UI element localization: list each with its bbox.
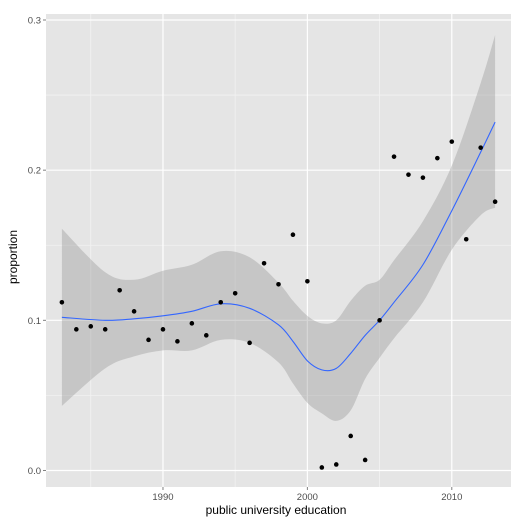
data-point [74,327,79,332]
x-tick-label: 1990 [152,492,173,503]
data-point [478,145,483,150]
data-point [492,199,498,204]
major-gridlines [46,14,511,487]
data-point [420,175,426,180]
x-axis-ticks: 1990 2000 2010 [152,487,462,503]
data-point [319,465,325,470]
data-point [218,300,224,305]
y-tick-label: 0.2 [28,166,41,177]
data-point [391,154,397,159]
data-point [59,300,65,305]
data-point [203,333,209,338]
y-tick-label: 0.3 [28,16,41,27]
data-points [59,139,498,470]
y-axis-title: proportion [6,230,20,284]
data-point [247,340,252,346]
data-point [131,309,137,314]
data-point [348,433,354,439]
data-point [276,281,281,287]
data-point [88,324,94,329]
data-point [406,172,411,177]
data-point [232,290,238,296]
plot-panel [46,14,511,487]
data-point [146,337,151,343]
data-point [449,139,455,144]
data-point [362,457,368,463]
data-point [305,278,310,284]
data-point [435,155,440,161]
data-point [175,339,180,344]
y-tick-label: 0.0 [28,466,41,477]
x-tick-label: 2000 [297,492,318,503]
confidence-band [61,35,496,421]
data-point [463,236,469,242]
data-point [102,327,108,332]
data-point [117,287,122,293]
data-point [160,327,166,332]
minor-gridlines [46,14,511,487]
data-point [377,318,382,323]
x-axis-title: public university education [206,503,347,517]
smooth-trend-line [61,121,496,372]
data-point [189,321,195,326]
x-tick-label: 2010 [441,492,462,503]
y-tick-label: 0.1 [28,316,41,327]
data-point [333,462,339,467]
data-point [261,260,267,266]
y-axis-ticks: 0.0 0.1 0.2 0.3 [28,16,46,477]
data-point [290,232,296,238]
